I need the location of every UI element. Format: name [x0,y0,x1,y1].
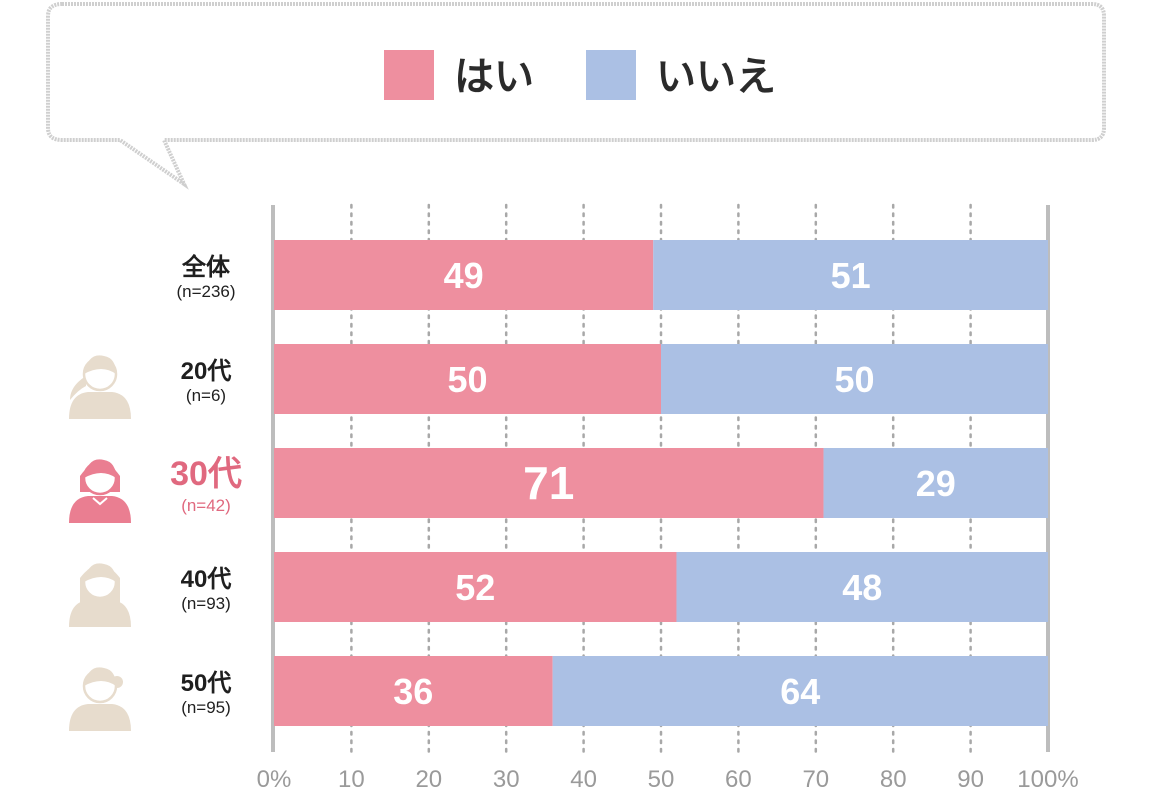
legend-label-no: いいえ [656,55,776,99]
bar-no-value-3: 48 [842,567,882,608]
bar-no-4 [552,656,1048,726]
x-axis-ticks: 0% 10 20 30 40 50 60 70 80 90 100% [257,766,1079,789]
bars: 49 51 50 50 71 29 52 48 36 64 [274,240,1048,726]
legend-swatch-no [586,50,636,100]
avatar-bob-icon [69,459,131,523]
bar-yes-value-4: 36 [393,671,433,712]
x-tick-8: 80 [880,766,907,789]
category-n-2: (n=42) [181,496,231,515]
bar-yes-3 [274,552,677,622]
bar-no-0 [653,240,1048,310]
bar-yes-0 [274,240,654,310]
avatar-long-icon [69,563,131,627]
x-tick-3: 30 [493,766,520,789]
avatar-bun-icon [69,667,131,731]
category-label-0: 全体 [181,253,231,281]
category-label-2: 30代 [170,455,242,493]
bar-yes-4 [274,656,553,726]
x-tick-0: 0% [257,766,292,789]
legend: はい いいえ [384,50,776,100]
x-tick-7: 70 [802,766,829,789]
x-tick-9: 90 [957,766,984,789]
bar-yes-value-2: 71 [523,457,574,509]
bar-no-value-1: 50 [834,359,874,400]
category-n-3: (n=93) [181,594,231,613]
bar-yes-2 [274,448,824,518]
bar-no-2 [823,448,1048,518]
bar-yes-value-0: 49 [444,255,484,296]
bar-no-3 [676,552,1048,622]
bar-no-value-0: 51 [831,255,871,296]
x-tick-4: 40 [570,766,597,789]
category-label-3: 40代 [181,566,232,593]
bar-yes-1 [274,344,661,414]
x-tick-2: 20 [415,766,442,789]
x-tick-1: 10 [338,766,365,789]
category-label-1: 20代 [181,358,232,385]
avatar-ponytail-icon [69,355,131,419]
bar-yes-value-3: 52 [455,567,495,608]
bar-no-value-4: 64 [780,671,820,712]
category-label-4: 50代 [181,670,232,697]
category-n-4: (n=95) [181,698,231,717]
category-n-0: (n=236) [176,282,235,301]
bar-no-value-2: 29 [916,463,956,504]
legend-swatch-yes [384,50,434,100]
x-tick-5: 50 [648,766,675,789]
legend-bubble [46,2,1106,190]
legend-label-yes: はい [454,55,534,99]
bar-yes-value-1: 50 [447,359,487,400]
x-tick-6: 60 [725,766,752,789]
category-n-1: (n=6) [186,386,226,405]
x-tick-10: 100% [1017,766,1078,789]
bar-no-1 [661,344,1048,414]
category-labels: 全体(n=236) 20代(n=6) 30代 (n=42) 40代(n=93) 50代(n… [69,253,242,731]
